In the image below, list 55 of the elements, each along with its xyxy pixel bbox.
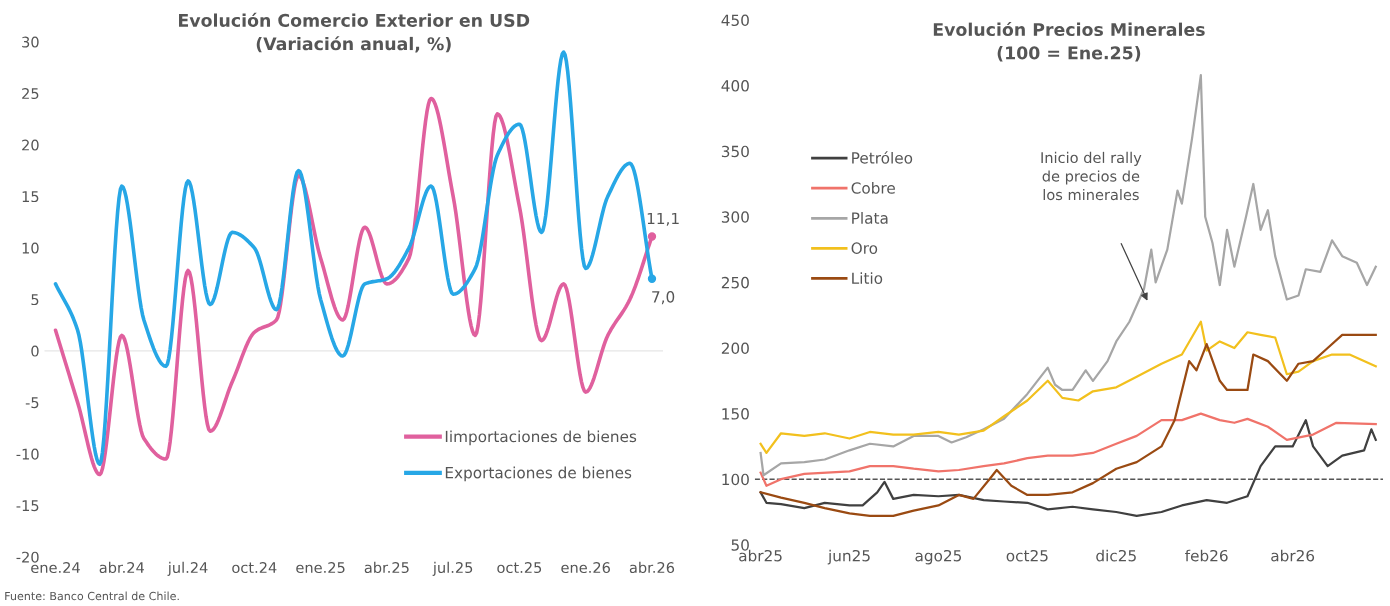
y-tick-label: 450 — [721, 14, 749, 27]
line-series — [759, 73, 1377, 477]
y-tick-label: 5 — [31, 294, 39, 306]
y-tick-label: 30 — [22, 36, 39, 48]
y-tick-label: 50 — [731, 539, 749, 551]
source-note: Fuente: Banco Central de Chile. — [5, 591, 179, 601]
y-tick-label: 300 — [721, 211, 749, 223]
x-tick-label: ago25 — [915, 549, 962, 565]
line-series — [759, 419, 1377, 518]
annotation: Inicio del rally de precios de los minerales — [1041, 151, 1142, 201]
y-tick-label: 20 — [22, 139, 39, 151]
x-tick-label: abr.24 — [99, 561, 145, 574]
y-tick-label: 150 — [722, 408, 749, 420]
y-tick-label: 100 — [722, 473, 749, 486]
x-tick-label: oct.25 — [497, 562, 542, 574]
legend-label: Iimportaciones de bienes — [445, 430, 637, 446]
legend-label: Litio — [852, 272, 883, 284]
x-tick-label: jul.25 — [432, 561, 473, 576]
y-tick-label: 350 — [721, 145, 749, 158]
y-tick-label: 25 — [22, 88, 39, 100]
x-tick-label: abr26 — [1271, 549, 1315, 562]
legend-label: Exportaciones de bienes — [445, 466, 632, 482]
data-label: 11,1 — [647, 212, 679, 226]
x-tick-label: oct25 — [1006, 549, 1048, 562]
x-tick-label: abr.26 — [629, 561, 675, 574]
y-tick-label: -10 — [16, 448, 39, 460]
y-tick-label: -20 — [16, 551, 39, 563]
y-tick-label: 200 — [721, 342, 749, 355]
x-tick-label: ene.25 — [296, 562, 345, 574]
y-tick-label: -15 — [16, 500, 39, 512]
line-series — [759, 320, 1377, 455]
line-series — [759, 412, 1377, 487]
legend-label: Plata — [852, 212, 888, 224]
y-tick-label: 15 — [22, 191, 39, 203]
y-tick-label: 400 — [721, 80, 749, 92]
x-tick-label: jul.24 — [167, 561, 208, 576]
chart-title: Evolución Comercio Exterior en USD (Variación anual, %) — [179, 12, 530, 53]
x-tick-label: abr.25 — [364, 561, 409, 574]
legend-label: Cobre — [851, 181, 895, 194]
legend-label: Petróleo — [852, 151, 913, 164]
data-label: 7,0 — [652, 291, 675, 305]
x-tick-label: dic25 — [1096, 549, 1136, 562]
x-tick-label: ene.26 — [561, 562, 610, 574]
y-tick-label: 0 — [31, 345, 39, 357]
y-tick-label: -5 — [25, 397, 39, 409]
y-tick-label: 250 — [721, 276, 749, 289]
y-tick-label: 10 — [22, 242, 39, 254]
text: Evolución Precios Minerales (100 = Ene.25) — [933, 21, 1205, 62]
line-series — [759, 333, 1377, 518]
legend-label: Oro — [851, 242, 878, 254]
x-tick-label: abr25 — [739, 549, 782, 562]
x-tick-label: oct.24 — [232, 562, 277, 574]
x-tick-label: feb26 — [1185, 549, 1228, 562]
x-tick-label: ene.24 — [31, 562, 80, 574]
x-tick-label: jun25 — [827, 549, 870, 565]
